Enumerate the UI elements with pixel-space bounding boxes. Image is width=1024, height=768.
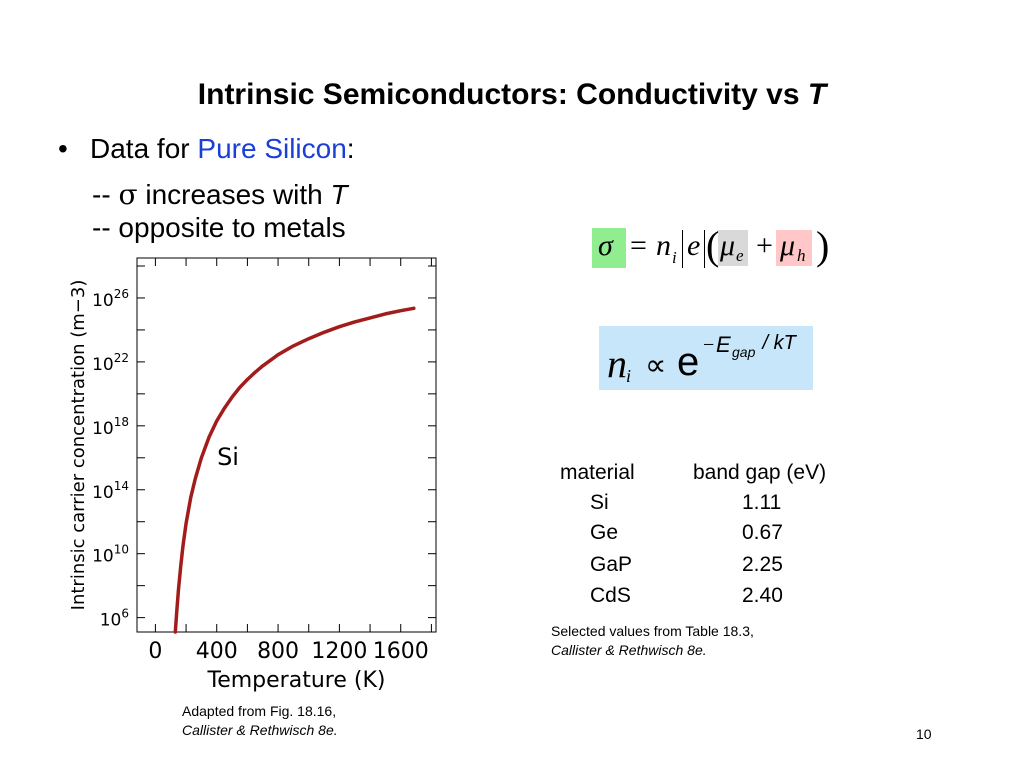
x-tick-label: 1200	[311, 639, 367, 664]
table-row-material: Ge	[590, 521, 619, 544]
chart-svg: 0 400 800 1200 1600 106 1010 1014 1018 1022 1026 Te…	[68, 257, 437, 693]
table-row-material: Si	[590, 491, 609, 514]
bullet-highlight: Pure Silicon	[197, 133, 347, 164]
formula2-e: e	[677, 340, 700, 384]
table-row-value: 2.25	[742, 553, 783, 576]
series-label: Si	[217, 443, 239, 471]
bullet-icon: •	[58, 133, 68, 164]
figure-caption-line2: Callister & Rethwisch 8e.	[182, 722, 338, 738]
sub1-var: T	[330, 179, 348, 210]
abs-bar-right	[704, 230, 705, 268]
carrier-concentration-chart: 0 400 800 1200 1600 106 1010 1014 1018 1022 1026 Te…	[60, 255, 440, 695]
table-header-material: material	[560, 461, 635, 484]
close-paren-icon: )	[816, 223, 830, 268]
abs-bar-left	[682, 230, 683, 268]
bullet-colon: :	[346, 133, 355, 164]
table-row-material: GaP	[590, 553, 633, 576]
series-line-si	[173, 306, 416, 634]
formula2-proportional: ∝	[645, 349, 667, 382]
carrier-formula: n i ∝ e − E gap / kT	[599, 326, 813, 390]
formula1-n: n	[656, 229, 671, 262]
title-variable: T	[807, 78, 827, 111]
y-tick-label: 1022	[92, 351, 129, 375]
y-tick-label: 1014	[92, 479, 129, 503]
formula1-n-sub: i	[672, 248, 677, 267]
bullet-point: • Data for Pure Silicon:	[58, 133, 355, 165]
open-paren-icon: (	[706, 223, 720, 268]
conductivity-formula: σ = n i e ( μ e + μ h )	[592, 223, 838, 270]
table-row-value: 2.40	[742, 584, 783, 607]
formula1-e: e	[687, 229, 701, 262]
formula1-sigma: σ	[598, 229, 613, 262]
formula2-exp-E: E	[716, 332, 731, 357]
formula1-mu-h-sub: h	[797, 246, 806, 265]
figure-caption: Adapted from Fig. 18.16, Callister & Ret…	[182, 702, 338, 740]
formula2-exp-rest: / kT	[757, 332, 796, 354]
sub1-text: increases with	[137, 179, 331, 210]
formula1-plus: +	[756, 229, 773, 262]
y-tick-label: 106	[100, 607, 129, 631]
y-axis-label: Intrinsic carrier concentration (m−3)	[68, 280, 89, 611]
x-axis-label: Temperature (K)	[207, 668, 386, 693]
formula2-exp-minus: −	[703, 334, 715, 356]
table-header-bandgap: band gap (eV)	[693, 461, 827, 484]
formula2-n: n	[607, 341, 627, 386]
x-tick-label: 0	[148, 639, 162, 664]
y-tick-label: 1018	[92, 415, 129, 439]
formula1-mu-h: μ	[780, 229, 796, 262]
table-row-value: 0.67	[742, 521, 783, 544]
title-main: Intrinsic Semiconductors: Conductivity v…	[197, 78, 808, 111]
table-row-value: 1.11	[742, 491, 782, 514]
mu-h-highlight	[776, 230, 812, 266]
formula2-n-sub: i	[626, 366, 632, 386]
sub1-sigma: σ	[118, 178, 138, 211]
x-tick-label: 1600	[373, 639, 429, 664]
x-tick-label: 400	[196, 639, 238, 664]
x-tick-label: 800	[257, 639, 299, 664]
y-tick-label: 1026	[92, 287, 129, 311]
formula1-equals: =	[630, 229, 647, 262]
table-caption: Selected values from Table 18.3, Callist…	[551, 622, 754, 660]
formula1-mu-e-sub: e	[736, 246, 744, 265]
sub-point-1: -- σ increases with T	[92, 178, 348, 211]
table-caption-line2: Callister & Rethwisch 8e.	[551, 642, 707, 658]
slide-title: Intrinsic Semiconductors: Conductivity v…	[0, 78, 1024, 112]
table-caption-line1: Selected values from Table 18.3,	[551, 623, 754, 639]
plot-frame	[136, 257, 437, 633]
figure-caption-line1: Adapted from Fig. 18.16,	[182, 703, 337, 719]
y-tick-label: 1010	[92, 543, 129, 567]
bullet-prefix: Data for	[90, 133, 198, 164]
page-number: 10	[916, 726, 932, 742]
sub1-dash: --	[92, 179, 119, 210]
formula1-mu-e: μ	[720, 229, 736, 262]
formula2-exp-gap: gap	[732, 344, 756, 360]
sigma-highlight	[592, 228, 626, 268]
sub-point-2: -- opposite to metals	[92, 212, 346, 243]
mu-e-highlight	[718, 230, 748, 266]
table-row-material: CdS	[590, 584, 631, 607]
